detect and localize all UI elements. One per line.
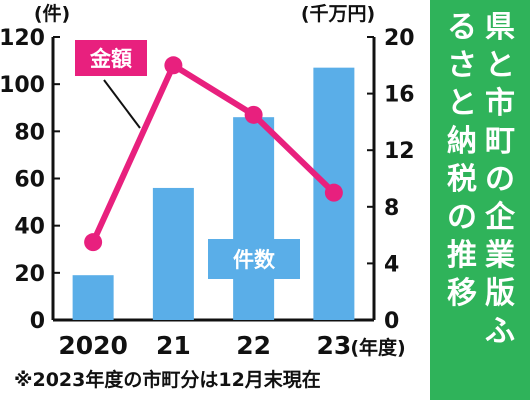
- right-tick-label: 4: [384, 252, 399, 277]
- kingaku-leader-line: [103, 79, 141, 129]
- kingaku-point-21: [164, 56, 183, 75]
- right-tick-label: 0: [384, 309, 399, 334]
- left-tick-label: 20: [14, 262, 45, 287]
- x-tick-label: 21: [156, 331, 191, 360]
- x-axis-unit: (年度): [350, 336, 405, 359]
- left-tick-label: 60: [14, 168, 45, 193]
- footnote: ※2023年度の市町分は12月末現在: [14, 368, 321, 391]
- right-tick-label: 16: [384, 83, 415, 108]
- x-tick-label: 2020: [58, 331, 128, 360]
- left-tick-label: 0: [30, 309, 45, 334]
- kingaku-callout-label: 金額: [89, 47, 132, 71]
- left-tick-label: 40: [14, 215, 45, 240]
- kensuu-callout-label: 件数: [233, 248, 276, 272]
- left-axis-unit: (件): [34, 2, 70, 25]
- left-tick-label: 120: [0, 26, 45, 51]
- kingaku-point-22: [244, 105, 263, 124]
- x-tick-label: 22: [236, 331, 271, 360]
- x-tick-label: 23: [316, 331, 351, 360]
- kingaku-callout-box: [75, 40, 147, 76]
- right-tick-label: 20: [384, 26, 415, 51]
- right-tick-label: 8: [384, 196, 399, 221]
- kingaku-point-23: [324, 183, 343, 202]
- kensuu-callout-box: [208, 239, 300, 279]
- title-panel: [430, 0, 530, 400]
- bar-2020: [72, 275, 114, 320]
- left-tick-label: 80: [14, 120, 45, 145]
- right-axis-unit: (千万円): [301, 3, 375, 25]
- kingaku-line: [90, 62, 336, 244]
- bar-21: [152, 187, 194, 320]
- left-tick-label: 100: [0, 73, 45, 98]
- chart-title: 県と市町の企業版ふるさと納税の推移: [447, 10, 516, 349]
- bar-22: [233, 117, 275, 320]
- kingaku-point-2020: [84, 233, 103, 252]
- right-tick-label: 12: [384, 139, 415, 164]
